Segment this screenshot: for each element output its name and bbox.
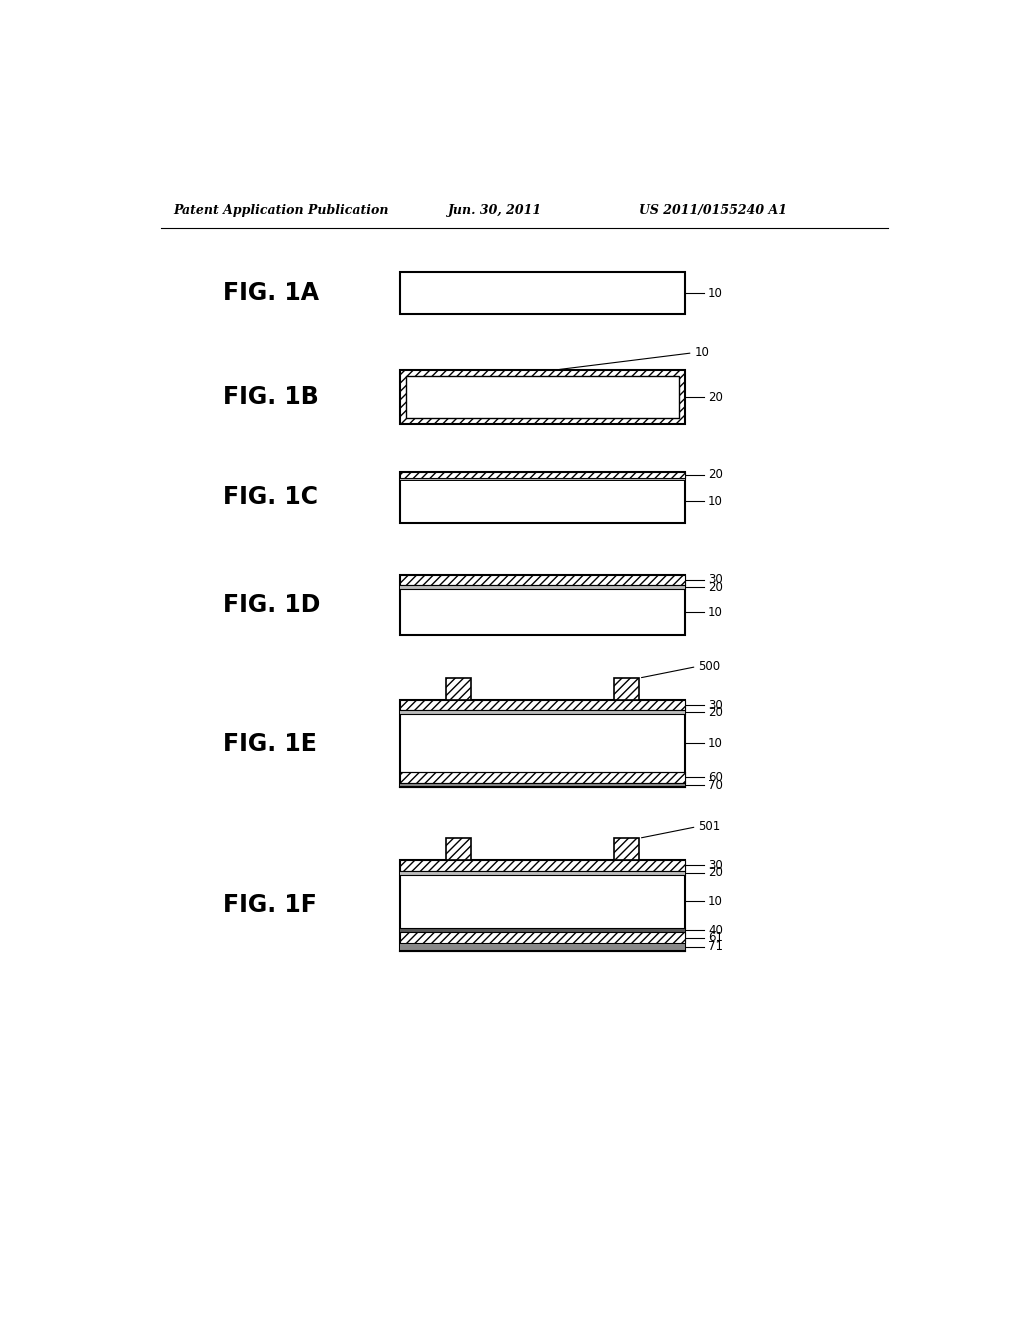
- Text: 30: 30: [708, 698, 723, 711]
- Text: Jun. 30, 2011: Jun. 30, 2011: [447, 205, 542, 218]
- Bar: [400, 932, 685, 942]
- Text: 10: 10: [708, 737, 723, 750]
- Bar: [400, 859, 685, 871]
- Text: FIG. 1C: FIG. 1C: [223, 486, 318, 510]
- Text: FIG. 1F: FIG. 1F: [223, 894, 316, 917]
- Text: 10: 10: [708, 606, 723, 619]
- Text: 20: 20: [708, 706, 723, 719]
- Text: 30: 30: [708, 573, 723, 586]
- Bar: [400, 478, 685, 480]
- Text: 20: 20: [708, 581, 723, 594]
- Text: 61: 61: [708, 931, 723, 944]
- Text: 500: 500: [698, 660, 720, 673]
- Text: 20: 20: [708, 391, 723, 404]
- Bar: [400, 871, 685, 875]
- Bar: [400, 928, 685, 932]
- Bar: [446, 678, 471, 700]
- Text: 501: 501: [698, 820, 720, 833]
- Bar: [400, 942, 685, 950]
- Text: 10: 10: [708, 895, 723, 908]
- Bar: [400, 859, 685, 950]
- Text: Patent Application Publication: Patent Application Publication: [173, 205, 388, 218]
- Bar: [614, 678, 639, 700]
- Text: 10: 10: [708, 286, 723, 300]
- Bar: [614, 838, 639, 859]
- Bar: [400, 700, 685, 710]
- Bar: [400, 574, 685, 585]
- Bar: [400, 783, 685, 788]
- Text: 71: 71: [708, 940, 723, 953]
- Text: FIG. 1A: FIG. 1A: [223, 281, 318, 305]
- Bar: [400, 471, 685, 478]
- Text: 30: 30: [708, 859, 723, 871]
- Text: FIG. 1D: FIG. 1D: [223, 593, 321, 616]
- Bar: [400, 585, 685, 589]
- Text: FIG. 1B: FIG. 1B: [223, 385, 318, 409]
- Text: US 2011/0155240 A1: US 2011/0155240 A1: [639, 205, 786, 218]
- Text: 10: 10: [694, 346, 709, 359]
- Text: 70: 70: [708, 779, 723, 792]
- Bar: [400, 471, 685, 523]
- Text: 20: 20: [708, 866, 723, 879]
- Bar: [400, 370, 685, 425]
- Text: 10: 10: [708, 495, 723, 508]
- Text: 60: 60: [708, 771, 723, 784]
- Bar: [400, 772, 685, 783]
- Text: 20: 20: [708, 469, 723, 482]
- Text: FIG. 1E: FIG. 1E: [223, 731, 316, 755]
- Bar: [400, 710, 685, 714]
- Bar: [446, 838, 471, 859]
- Text: 40: 40: [708, 924, 723, 937]
- Bar: [407, 376, 679, 418]
- Bar: [400, 272, 685, 314]
- Bar: [400, 700, 685, 788]
- Bar: [400, 574, 685, 635]
